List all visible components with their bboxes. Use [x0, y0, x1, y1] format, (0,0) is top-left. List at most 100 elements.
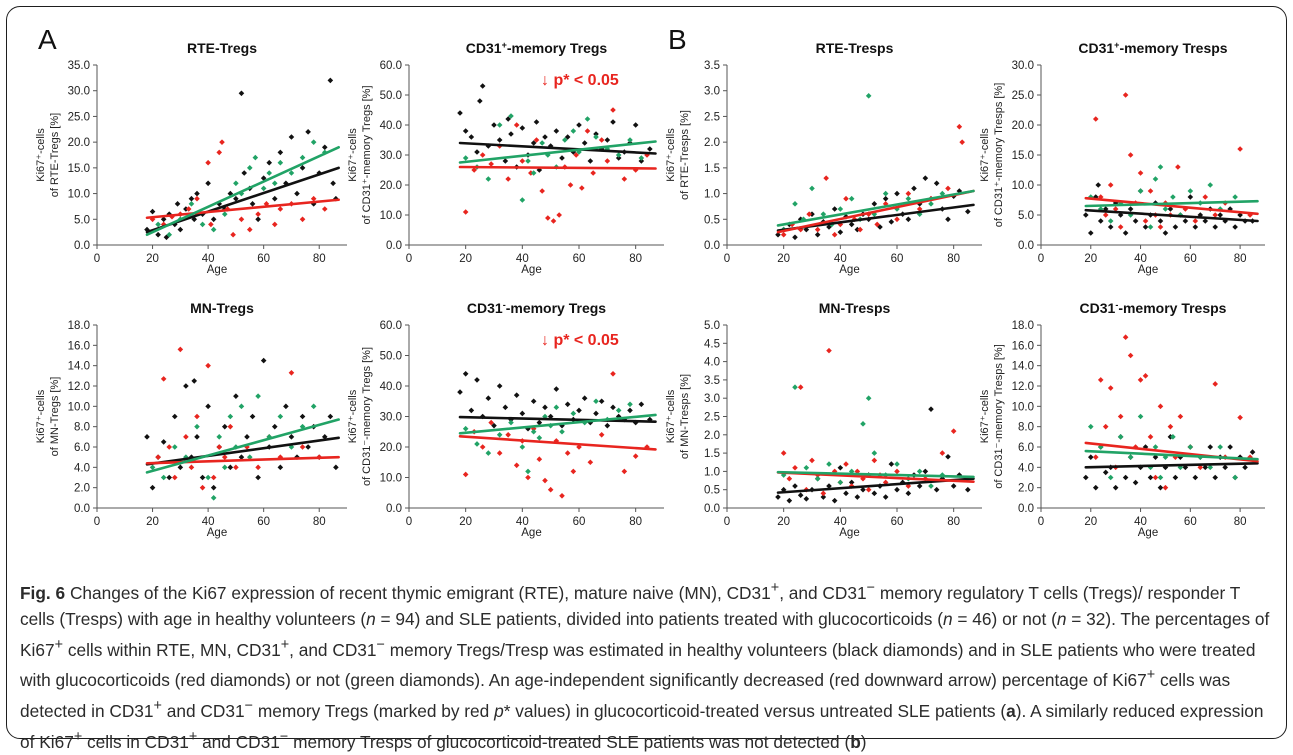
data-point-gc_treated	[479, 152, 486, 158]
x-axis-label: Age	[839, 264, 859, 276]
data-point-untreated	[803, 464, 810, 471]
data-point-gc_treated	[177, 346, 184, 353]
data-point-gc_treated	[166, 444, 173, 450]
trend-line-untreated	[1084, 449, 1259, 461]
data-point-gc_treated	[1092, 454, 1099, 460]
y-tick-label: 14.0	[68, 361, 90, 373]
data-point-healthy	[530, 398, 537, 405]
x-axis-label: Age	[1138, 264, 1158, 276]
data-point-untreated	[860, 421, 866, 427]
data-point-healthy	[786, 497, 793, 504]
data-point-untreated	[155, 221, 161, 228]
data-point-untreated	[183, 454, 189, 460]
trend-line-healthy	[1084, 208, 1259, 223]
data-point-untreated	[584, 116, 591, 122]
data-point-untreated	[1187, 444, 1194, 450]
data-point-healthy	[462, 371, 469, 377]
data-point-healthy	[144, 434, 150, 440]
data-point-healthy	[1087, 230, 1094, 236]
data-point-untreated	[474, 441, 480, 447]
data-point-healthy	[474, 149, 480, 155]
y-tick-label: 30.0	[1012, 60, 1034, 72]
data-point-healthy	[894, 190, 900, 197]
data-point-healthy	[615, 155, 622, 161]
data-point-healthy	[922, 468, 929, 475]
data-point-untreated	[221, 464, 228, 471]
x-tick-label: 20	[146, 516, 159, 528]
data-point-healthy	[536, 419, 543, 426]
data-point-healthy	[950, 483, 957, 489]
data-point-untreated	[1152, 444, 1159, 450]
data-point-gc_treated	[831, 231, 838, 238]
data-point-gc_treated	[536, 456, 543, 462]
y-axis-label: Ki67⁺-cells	[979, 389, 991, 443]
x-axis-label: Age	[207, 527, 227, 539]
y-tick-label: 0.0	[74, 503, 90, 515]
x-tick-label: 40	[834, 253, 847, 265]
data-point-healthy	[525, 425, 531, 432]
data-point-gc_treated	[604, 158, 611, 164]
x-tick-label: 0	[724, 253, 730, 265]
data-point-gc_treated	[310, 195, 317, 202]
data-point-healthy	[1182, 218, 1189, 224]
x-tick-label: 40	[1134, 516, 1147, 528]
y-tick-label: 14.0	[1012, 361, 1034, 373]
data-point-gc_treated	[277, 206, 284, 212]
x-tick-label: 60	[257, 253, 270, 265]
data-point-gc_treated	[644, 444, 650, 450]
data-point-healthy	[1083, 212, 1089, 218]
data-point-untreated	[310, 403, 317, 410]
data-point-gc_treated	[519, 158, 526, 164]
data-point-gc_treated	[539, 188, 545, 194]
data-point-healthy	[945, 453, 951, 460]
caption-segment: p	[494, 701, 504, 722]
data-point-healthy	[249, 413, 256, 420]
data-point-gc_treated	[471, 167, 477, 173]
data-point-healthy	[848, 479, 855, 486]
data-point-healthy	[1162, 230, 1169, 236]
data-point-gc_treated	[321, 206, 328, 212]
data-point-gc_treated	[216, 149, 223, 156]
x-tick-label: 60	[573, 516, 586, 528]
data-point-untreated	[1107, 218, 1114, 224]
data-point-healthy	[820, 494, 827, 500]
data-point-untreated	[1157, 474, 1164, 481]
data-point-untreated	[536, 435, 543, 441]
data-point-healthy	[491, 122, 497, 128]
caption-segment: n	[366, 608, 376, 629]
data-point-untreated	[199, 221, 206, 228]
data-point-healthy	[271, 423, 278, 430]
data-point-gc_treated	[547, 486, 554, 493]
y-tick-label: 30.0	[68, 86, 90, 98]
data-point-healthy	[1222, 464, 1228, 471]
data-point-untreated	[542, 413, 548, 420]
y-tick-label: 4.0	[704, 357, 720, 369]
y-axis-label: Ki67⁺-cells	[35, 128, 47, 182]
data-point-untreated	[894, 461, 900, 467]
data-point-gc_treated	[826, 347, 832, 354]
data-point-healthy	[553, 386, 560, 392]
data-point-untreated	[210, 226, 217, 233]
data-point-healthy	[647, 146, 653, 152]
y-tick-label: 15.0	[1012, 150, 1034, 162]
y-tick-label: 1.0	[704, 189, 720, 201]
data-point-gc_treated	[219, 139, 225, 145]
data-point-healthy	[928, 406, 934, 412]
caption-segment: * values) in glucocorticoid-treated vers…	[503, 701, 1007, 722]
y-tick-label: 10.0	[1012, 401, 1034, 413]
y-tick-label: 10.0	[68, 401, 90, 413]
data-point-healthy	[519, 410, 526, 417]
x-tick-label: 20	[777, 253, 790, 265]
data-point-untreated	[627, 137, 633, 143]
data-point-healthy	[1232, 224, 1238, 230]
data-point-healthy	[333, 464, 339, 471]
data-point-gc_treated	[1117, 224, 1124, 230]
data-point-gc_treated	[1237, 146, 1243, 152]
data-point-untreated	[171, 444, 178, 450]
data-point-healthy	[542, 134, 548, 140]
data-point-healthy	[1202, 218, 1209, 224]
data-point-untreated	[576, 149, 582, 155]
data-point-untreated	[525, 468, 531, 475]
data-point-gc_treated	[288, 369, 295, 376]
data-point-untreated	[1162, 206, 1169, 212]
